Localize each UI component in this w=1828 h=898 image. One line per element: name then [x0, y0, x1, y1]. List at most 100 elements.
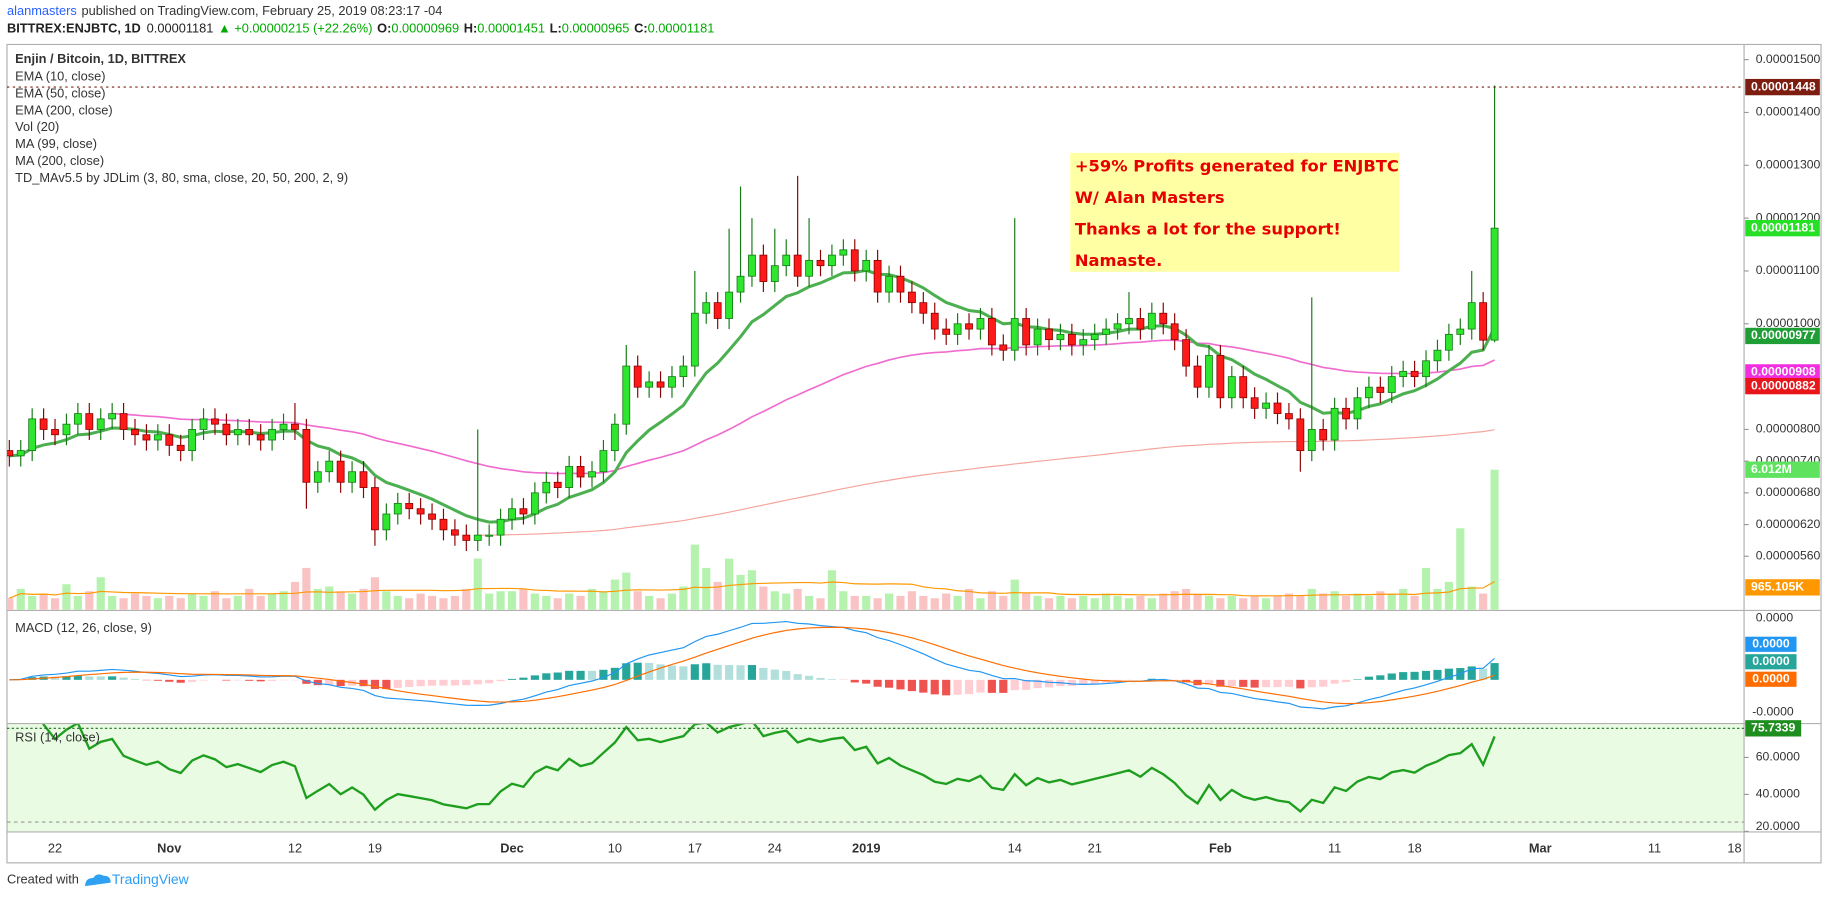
candle-body	[1205, 355, 1213, 388]
macd-histogram	[85, 676, 94, 680]
macd-histogram	[542, 673, 551, 680]
volume-bar	[873, 598, 882, 610]
rsi-tick-label: 60.0000	[1756, 750, 1800, 764]
macd-histogram	[233, 679, 242, 681]
volume-bar	[702, 567, 711, 610]
candle-body	[907, 291, 916, 304]
indicator-label: TD_MAv5.5 by JDLim (3, 80, sma, close, 2…	[15, 170, 348, 185]
volume-bar	[1124, 598, 1134, 610]
candle-body	[1330, 407, 1339, 441]
volume-bar	[256, 595, 265, 610]
macd-badge-label: 0.0000	[1752, 671, 1790, 685]
macd-histogram	[896, 679, 905, 690]
candle-body	[770, 265, 779, 282]
candle-body	[302, 429, 311, 483]
h-label: H:	[464, 21, 478, 36]
o-value: 0.00000969	[391, 21, 459, 36]
candle-body	[28, 418, 37, 451]
candle-body	[702, 302, 711, 314]
volume-bar	[108, 595, 117, 610]
candle-body	[485, 534, 494, 537]
macd-histogram	[1250, 679, 1259, 688]
candle-body	[645, 381, 654, 388]
macd-line	[9, 620, 1495, 710]
macd-histogram	[1033, 679, 1042, 689]
macd-histogram	[485, 679, 494, 684]
macd-histogram	[416, 679, 425, 687]
macd-histogram	[656, 664, 665, 680]
macd-title: MACD (12, 26, close, 9)	[15, 620, 152, 635]
candle-body	[656, 381, 665, 388]
volume-bar	[1387, 593, 1396, 610]
candle-body	[131, 429, 139, 436]
macd-histogram	[633, 662, 642, 680]
indicator-label: EMA (10, close)	[15, 68, 105, 83]
macd-histogram	[1010, 679, 1019, 691]
candle-body	[1136, 318, 1145, 330]
y-tick-label: 0.00001300	[1756, 158, 1821, 172]
volume-bar	[1204, 595, 1214, 610]
author[interactable]: alanmasters	[7, 3, 77, 18]
volume-ma	[9, 581, 1495, 599]
volume-bar	[1067, 598, 1076, 610]
macd-histogram	[439, 679, 448, 686]
volume-bar	[942, 593, 951, 610]
price-badge-label: 0.00001181	[1751, 220, 1815, 234]
macd-histogram	[987, 679, 996, 693]
macd-tick-label: -0.0000	[1752, 705, 1794, 719]
volume-bar	[1079, 595, 1088, 610]
macd-histogram	[599, 669, 608, 680]
candle-body	[1045, 328, 1053, 341]
macd-histogram	[393, 679, 402, 688]
candle-body	[942, 328, 951, 335]
candle-body	[1250, 397, 1259, 409]
x-tick-label: 11	[1648, 840, 1661, 855]
x-tick-label: 21	[1088, 840, 1102, 855]
c-value: 0.00001181	[648, 21, 715, 36]
x-tick-label: 22	[48, 840, 62, 855]
brand-logo	[85, 874, 111, 887]
macd-histogram	[930, 679, 939, 695]
footer-brand[interactable]: TradingView	[112, 871, 190, 887]
candle-body	[462, 534, 471, 541]
macd-badge-label: 0.0000	[1752, 637, 1790, 651]
macd-histogram	[713, 664, 722, 680]
macd-histogram	[496, 679, 505, 682]
candle-body	[519, 508, 528, 515]
y-tick-label: 0.00000680	[1756, 485, 1821, 499]
macd-histogram	[770, 669, 779, 680]
x-tick-label: 12	[288, 840, 302, 855]
volume-bar	[622, 572, 631, 610]
macd-histogram	[519, 677, 528, 680]
volume-bar	[1376, 591, 1385, 610]
candle-body	[885, 275, 893, 293]
volume-bar	[427, 595, 437, 610]
volume-bar	[16, 588, 25, 610]
volume-bar	[850, 595, 859, 610]
macd-histogram	[782, 670, 791, 680]
volume-bar	[450, 595, 459, 610]
macd-histogram	[245, 679, 254, 681]
volume-bar	[1479, 593, 1488, 610]
macd-histogram	[690, 664, 699, 680]
volume-bar	[1136, 595, 1145, 610]
rsi-badge	[1745, 720, 1802, 737]
price-badge	[1745, 327, 1820, 345]
y-tick-label: 0.00001000	[1756, 316, 1821, 330]
footer-created: Created with	[7, 872, 79, 887]
candle-body	[1113, 323, 1122, 330]
candle-body	[850, 249, 859, 272]
volume-bar	[519, 588, 528, 610]
macd-histogram	[1273, 679, 1282, 688]
volume-bar	[1159, 593, 1168, 610]
volume-bar	[188, 593, 197, 610]
macd-histogram	[1067, 679, 1076, 686]
annotation-text: +59% Profits generated for ENJBTC	[1075, 156, 1399, 175]
candle-body	[508, 508, 516, 520]
x-tick-label: 14	[1008, 840, 1022, 855]
last: 0.00001181	[147, 21, 214, 36]
volume-bar	[565, 593, 574, 610]
candle-body	[1056, 333, 1065, 341]
x-tick-label: 2019	[852, 840, 881, 855]
